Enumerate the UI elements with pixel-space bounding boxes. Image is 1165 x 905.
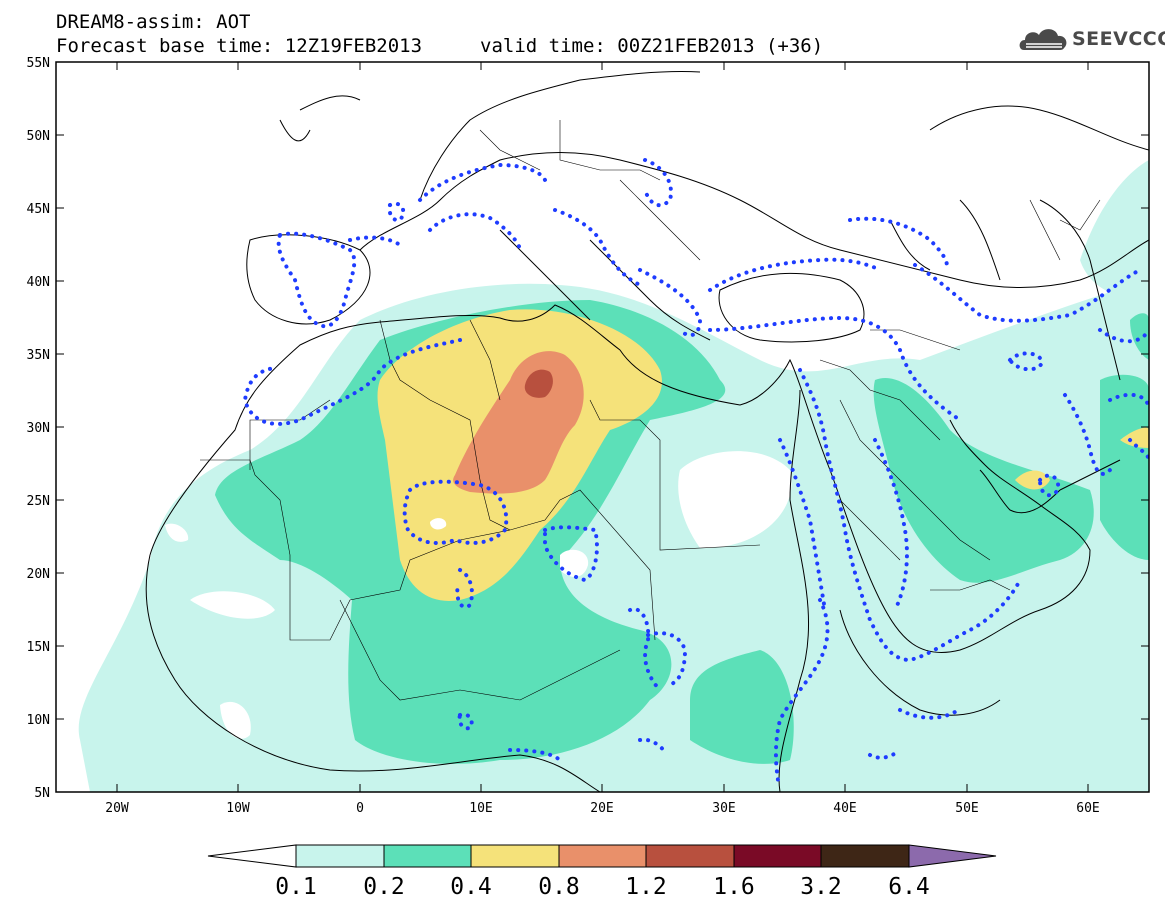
colorbar-label: 6.4 bbox=[888, 874, 930, 900]
lon-label: 50E bbox=[955, 801, 978, 816]
lon-label: 10W bbox=[226, 801, 250, 816]
aot-holes bbox=[165, 451, 792, 739]
lat-label: 15N bbox=[27, 640, 50, 655]
colorbar-swatch bbox=[733, 844, 822, 868]
aot-band-1-2 bbox=[524, 369, 553, 398]
cloud-icon bbox=[1019, 29, 1067, 50]
lon-label: 30E bbox=[712, 801, 735, 816]
lon-label: 0 bbox=[356, 801, 364, 816]
colorbar-swatch bbox=[645, 844, 735, 868]
colorbar-label: 0.8 bbox=[538, 874, 580, 900]
valid-time: valid time: 00Z21FEB2013 (+36) bbox=[480, 35, 824, 57]
dotted-contours bbox=[242, 158, 1149, 782]
seevccc-logo: SEEVCCC bbox=[1018, 22, 1165, 56]
lat-label: 20N bbox=[27, 567, 50, 582]
aot-band-0-4-east bbox=[1120, 427, 1149, 448]
lat-label: 10N bbox=[27, 713, 50, 728]
lat-label: 35N bbox=[27, 348, 50, 363]
colorbar-swatch bbox=[820, 844, 910, 868]
longitude-labels: 20W 10W 0 10E 20E 30E 40E 50E 60E bbox=[105, 801, 1099, 816]
colorbar-high-arrow bbox=[908, 844, 997, 868]
colorbar-label: 0.4 bbox=[450, 874, 492, 900]
lon-label: 60E bbox=[1076, 801, 1099, 816]
lon-label: 20W bbox=[105, 801, 129, 816]
colorbar-label: 0.1 bbox=[275, 874, 317, 900]
colorbar-label: 1.6 bbox=[713, 874, 755, 900]
forecast-base-time: Forecast base time: 12Z19FEB2013 bbox=[56, 35, 423, 57]
colorbar-swatch bbox=[470, 844, 560, 868]
colorbar-label: 0.2 bbox=[363, 874, 405, 900]
colorbar-label: 1.2 bbox=[625, 874, 667, 900]
lat-label: 45N bbox=[27, 202, 50, 217]
lat-label: 50N bbox=[27, 129, 50, 144]
logo-text: SEEVCCC bbox=[1072, 28, 1165, 50]
axis-ticks bbox=[56, 61, 1149, 793]
lat-label: 30N bbox=[27, 421, 50, 436]
colorbar-swatch bbox=[295, 844, 385, 868]
colorbar-swatch bbox=[383, 844, 472, 868]
lon-label: 40E bbox=[833, 801, 856, 816]
colorbar-label: 3.2 bbox=[800, 874, 842, 900]
country-borders bbox=[200, 120, 1101, 701]
lon-label: 10E bbox=[469, 801, 492, 816]
aot-fields bbox=[56, 62, 1149, 792]
lat-label: 25N bbox=[27, 494, 50, 509]
colorbar: 0.1 0.2 0.4 0.8 1.2 1.6 3.2 6.4 bbox=[207, 844, 997, 900]
lat-label: 40N bbox=[27, 275, 50, 290]
coastlines bbox=[145, 71, 1149, 792]
map-title: DREAM8-assim: AOT bbox=[56, 11, 251, 33]
colorbar-swatch bbox=[558, 844, 647, 868]
lon-label: 20E bbox=[590, 801, 613, 816]
lat-label: 5N bbox=[34, 786, 50, 801]
lat-label: 55N bbox=[27, 56, 50, 71]
colorbar-low-arrow bbox=[207, 844, 297, 868]
latitude-labels: 55N 50N 45N 40N 35N 30N 25N 20N 15N 10N … bbox=[27, 56, 50, 801]
